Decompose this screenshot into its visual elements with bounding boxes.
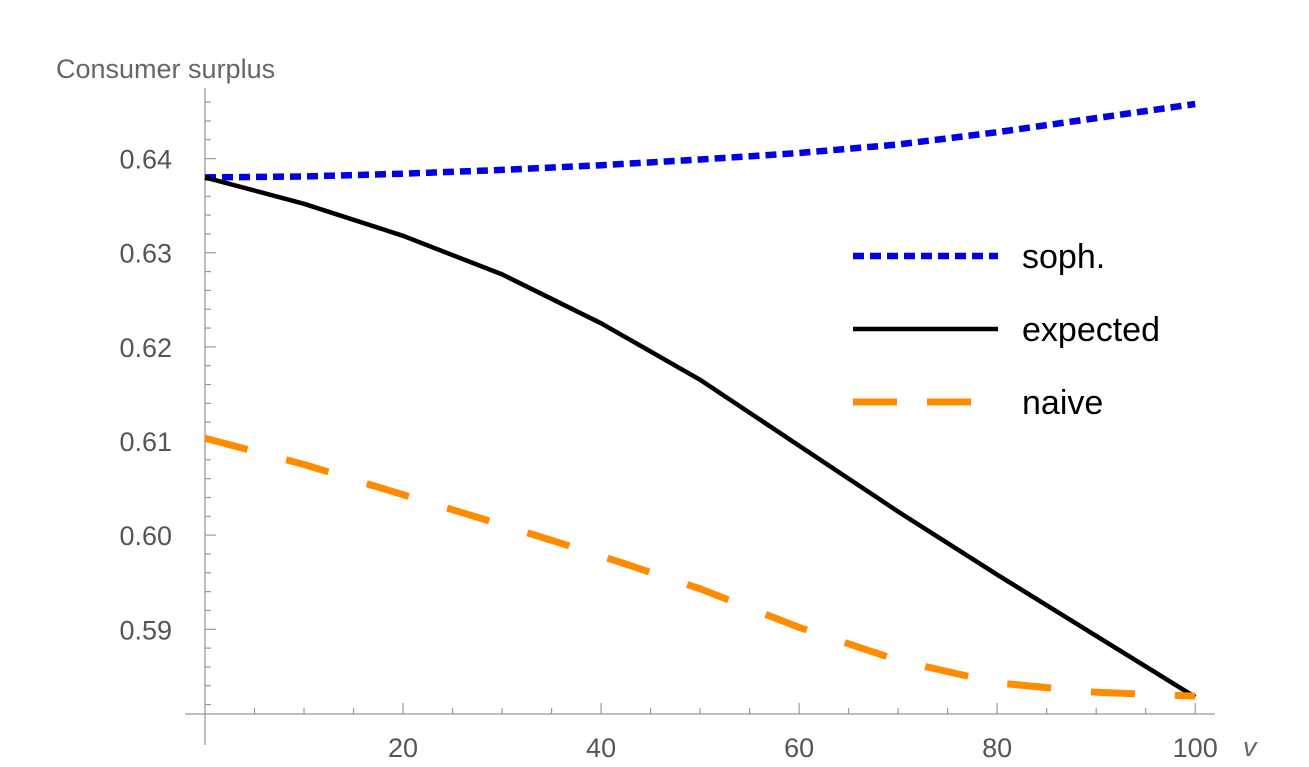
legend-label: naive [1022, 384, 1103, 422]
series-line-naive [204, 434, 1196, 700]
y-tick-label: 0.61 [119, 427, 172, 457]
y-tick-label: 0.64 [119, 145, 172, 175]
x-tick-label: 60 [784, 733, 814, 763]
x-tick-label: 20 [388, 733, 418, 763]
x-axis-title: v [1243, 732, 1258, 762]
y-tick-label: 0.62 [119, 333, 172, 363]
x-tick-label: 40 [586, 733, 616, 763]
series-line-expected [204, 175, 1197, 700]
series-layer [204, 100, 1197, 700]
y-tick-label: 0.63 [119, 239, 172, 269]
series-line-soph [204, 100, 1196, 181]
legend-label: soph. [1022, 238, 1105, 276]
y-tick-label: 0.59 [119, 615, 172, 645]
legend-label: expected [1022, 311, 1160, 349]
legend: soph. expected naive [853, 238, 1160, 422]
y-axis-title: Consumer surplus [56, 54, 275, 84]
x-tick-label: 100 [1173, 733, 1218, 763]
axes: 20 40 60 80 100 0.59 0.60 0.61 0.62 0.63 0.64 [119, 88, 1218, 763]
y-tick-label: 0.60 [119, 521, 172, 551]
x-tick-label: 80 [982, 733, 1012, 763]
